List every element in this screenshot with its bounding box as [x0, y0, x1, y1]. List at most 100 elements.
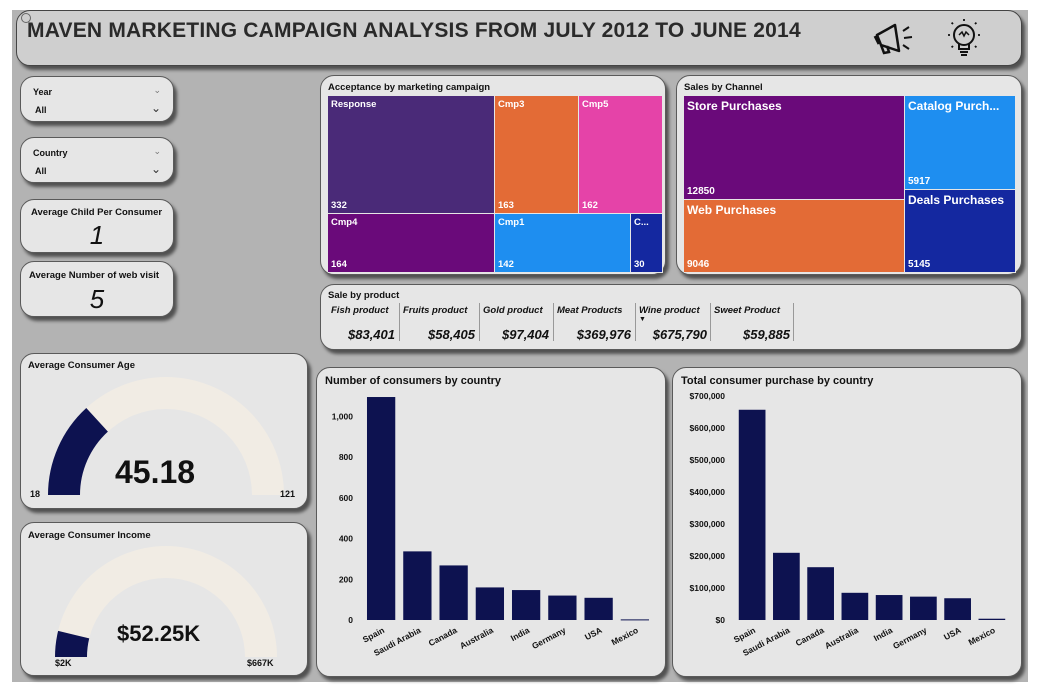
column-header-wine[interactable]: Wine product	[639, 305, 700, 316]
y-tick-label: 0	[348, 615, 353, 625]
x-tick-label: India	[509, 625, 531, 643]
campaign-acceptance-treemap: Acceptance by marketing campaign Respons…	[320, 75, 666, 275]
column-header-meat[interactable]: Meat Products	[557, 305, 623, 316]
treemap-cell-cmp3[interactable]: Cmp3 163	[495, 96, 579, 214]
x-tick-label: Australia	[458, 625, 495, 651]
bar-australia[interactable]	[841, 592, 869, 620]
y-tick-label: $600,000	[690, 423, 726, 433]
x-tick-label: Spain	[361, 625, 386, 645]
bar-india[interactable]	[511, 590, 541, 620]
treemap-cell-store[interactable]: Store Purchases 12850	[684, 96, 905, 200]
y-tick-label: 200	[339, 574, 353, 584]
gauge-max: 121	[280, 489, 296, 499]
bar-mexico[interactable]	[620, 619, 650, 621]
column-header-fish[interactable]: Fish product	[331, 305, 389, 316]
table-cell-fruits: $58,405	[428, 327, 475, 342]
chart-title: Total consumer purchase by country	[681, 375, 874, 387]
bar-usa[interactable]	[944, 598, 971, 620]
bar-saudi-arabia[interactable]	[403, 551, 432, 620]
chevron-up-icon[interactable]: ⌄	[153, 146, 161, 156]
treemap-cell-value: 332	[331, 200, 347, 211]
kpi-web-visits: Average Number of web visit 5	[20, 261, 174, 317]
bar-saudi-arabia[interactable]	[773, 552, 800, 620]
year-slicer[interactable]: Year ⌄ All ⌄	[20, 76, 174, 122]
treemap-cell-deals[interactable]: Deals Purchases 5145	[905, 190, 1016, 273]
age-gauge	[48, 377, 284, 495]
x-tick-label: USA	[942, 625, 963, 642]
year-slicer-value[interactable]: All	[35, 105, 47, 115]
treemap-cell-cmp2[interactable]: C... 30	[631, 214, 663, 273]
lightbulb-icon	[947, 19, 981, 56]
y-tick-label: $500,000	[690, 455, 726, 465]
treemap-cell-name: Cmp4	[331, 217, 358, 228]
bar-canada[interactable]	[439, 565, 468, 620]
y-tick-label: $300,000	[690, 519, 726, 529]
treemap-cell-value: 163	[498, 200, 514, 211]
bar-spain[interactable]	[366, 397, 396, 620]
gauge-title: Average Consumer Age	[28, 360, 135, 371]
chevron-down-icon[interactable]: ⌄	[150, 101, 161, 115]
treemap-title: Sales by Channel	[684, 82, 763, 93]
y-tick-label: 1,000	[332, 411, 354, 421]
table-cell-wine: $675,790	[652, 327, 707, 342]
country-slicer[interactable]: Country ⌄ All ⌄	[20, 137, 174, 183]
page-title: MAVEN MARKETING CAMPAIGN ANALYSIS FROM J…	[27, 19, 801, 42]
x-tick-label: Mexico	[967, 625, 997, 647]
x-tick-label: Australia	[823, 625, 860, 651]
income-gauge	[55, 546, 277, 657]
bar-germany[interactable]	[548, 595, 577, 620]
treemap-cell-value: 12850	[687, 186, 715, 197]
x-tick-label: Germany	[891, 625, 928, 651]
bar-spain[interactable]	[738, 409, 766, 620]
table-cell-gold: $97,404	[502, 327, 549, 342]
y-tick-label: $0	[716, 615, 726, 625]
treemap-cell-cmp1[interactable]: Cmp1 142	[495, 214, 631, 273]
table-cell-meat: $369,976	[576, 327, 631, 342]
kpi-label: Average Child Per Consumer	[31, 207, 163, 218]
bar-usa[interactable]	[584, 597, 613, 620]
column-divider	[793, 303, 794, 341]
kpi-value: 5	[89, 284, 105, 314]
bar-chart: Total consumer purchase by country $0 $100…	[681, 375, 1006, 658]
table-cell-fish: $83,401	[348, 327, 395, 342]
treemap-cell-cmp5[interactable]: Cmp5 162	[579, 96, 663, 214]
sort-descending-icon[interactable]: ▼	[639, 316, 646, 323]
chevron-up-icon[interactable]: ⌄	[153, 85, 161, 95]
x-tick-label: Canada	[427, 625, 459, 648]
kpi-child-per-consumer: Average Child Per Consumer 1	[20, 199, 174, 253]
table-cell-sweet: $59,885	[743, 327, 790, 342]
chevron-down-icon[interactable]: ⌄	[150, 162, 161, 176]
gauge-track	[55, 546, 277, 657]
treemap-cell-response[interactable]: Response 332	[328, 96, 495, 214]
treemap-cell-value: 142	[498, 259, 514, 270]
treemap-cell-name: Response	[331, 99, 377, 110]
bar-canada[interactable]	[807, 567, 834, 620]
country-slicer-label: Country	[33, 148, 68, 158]
bar-australia[interactable]	[475, 587, 505, 620]
bar-mexico[interactable]	[978, 618, 1006, 620]
treemap-cell-name: Web Purchases	[687, 203, 777, 217]
treemap-cell-name: Cmp1	[498, 217, 525, 228]
column-divider	[399, 303, 400, 341]
treemap-cell-catalog[interactable]: Catalog Purch... 5917	[905, 96, 1016, 190]
treemap-title: Acceptance by marketing campaign	[328, 82, 491, 93]
column-header-gold[interactable]: Gold product	[483, 305, 543, 316]
column-divider	[553, 303, 554, 341]
gauge-min: 18	[30, 489, 41, 499]
x-tick-label: Canada	[794, 625, 826, 648]
bar-germany[interactable]	[910, 596, 937, 620]
x-tick-label: Mexico	[610, 625, 640, 647]
treemap-cell-web[interactable]: Web Purchases 9046	[684, 200, 905, 273]
column-header-fruits[interactable]: Fruits product	[403, 305, 468, 316]
country-slicer-value[interactable]: All	[35, 166, 47, 176]
y-tick-label: $700,000	[690, 391, 726, 401]
bar-india[interactable]	[875, 595, 903, 620]
column-header-sweet[interactable]: Sweet Product	[714, 305, 780, 316]
gauge-max: $667K	[247, 658, 274, 668]
bar-chart: Number of consumers by country 0 200 400 600…	[325, 375, 650, 658]
year-slicer-label: Year	[33, 87, 53, 97]
treemap-cell-name: C...	[634, 217, 649, 228]
gauge-value: $52.25K	[117, 621, 201, 646]
kpi-value: 1	[89, 220, 105, 250]
treemap-cell-cmp4[interactable]: Cmp4 164	[328, 214, 495, 273]
